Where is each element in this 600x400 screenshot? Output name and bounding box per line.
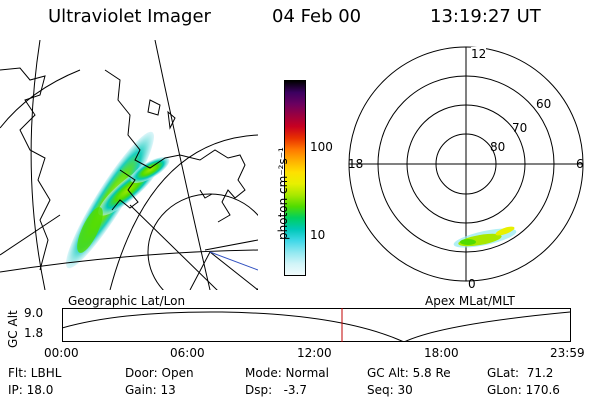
colorbar-tick-10: 10 <box>310 228 326 242</box>
geographic-caption: Geographic Lat/Lon <box>68 294 186 308</box>
header-date: 04 Feb 00 <box>272 6 362 27</box>
info-filter: Flt: LBHL <box>8 366 62 380</box>
colorbar-tick-100: 100 <box>310 140 333 154</box>
polar-mlat-mlt-plot <box>348 46 584 282</box>
colorbar-unit-label: photon cm⁻²s⁻¹ <box>276 147 290 240</box>
header-time: 13:19:27 UT <box>430 6 541 27</box>
altitude-ytick-low: 1.8 <box>24 326 44 340</box>
altitude-xtick-1200: 12:00 <box>297 346 332 360</box>
altitude-ytick-high: 9.0 <box>24 306 44 320</box>
mlt-label-left: 18 <box>348 157 364 171</box>
info-ip: IP: 18.0 <box>8 383 54 397</box>
altitude-xtick-2359: 23:59 <box>550 346 585 360</box>
info-gain: Gain: 13 <box>125 383 176 397</box>
info-seq: Seq: 30 <box>367 383 413 397</box>
mlt-label-right: 6 <box>576 157 584 171</box>
altitude-xtick-1800: 18:00 <box>424 346 459 360</box>
mlat-label-80: 80 <box>490 140 506 154</box>
mlat-label-70: 70 <box>512 121 528 135</box>
altitude-xtick-0000: 00:00 <box>44 346 79 360</box>
apex-caption: Apex MLat/MLT <box>425 294 515 308</box>
mlt-label-bottom: 0 <box>468 277 476 291</box>
info-gc-alt: GC Alt: 5.8 Re <box>367 366 451 380</box>
altitude-xtick-0600: 06:00 <box>170 346 205 360</box>
info-dsp: Dsp: -3.7 <box>245 383 308 397</box>
aurora-emission-polar <box>453 226 517 248</box>
info-glon: GLon: 170.6 <box>487 383 560 397</box>
info-glat: GLat: 71.2 <box>487 366 554 380</box>
mlt-label-top: 12 <box>471 47 487 61</box>
aurora-emission-geo <box>65 131 170 269</box>
altitude-plot <box>62 308 571 342</box>
altitude-ylabel: GC Alt <box>6 310 20 348</box>
mlat-label-60: 60 <box>536 97 552 111</box>
geographic-map-panel <box>0 40 258 290</box>
instrument-title: Ultraviolet Imager <box>48 6 211 27</box>
colorbar <box>284 80 306 276</box>
info-mode: Mode: Normal <box>245 366 329 380</box>
info-door: Door: Open <box>125 366 194 380</box>
